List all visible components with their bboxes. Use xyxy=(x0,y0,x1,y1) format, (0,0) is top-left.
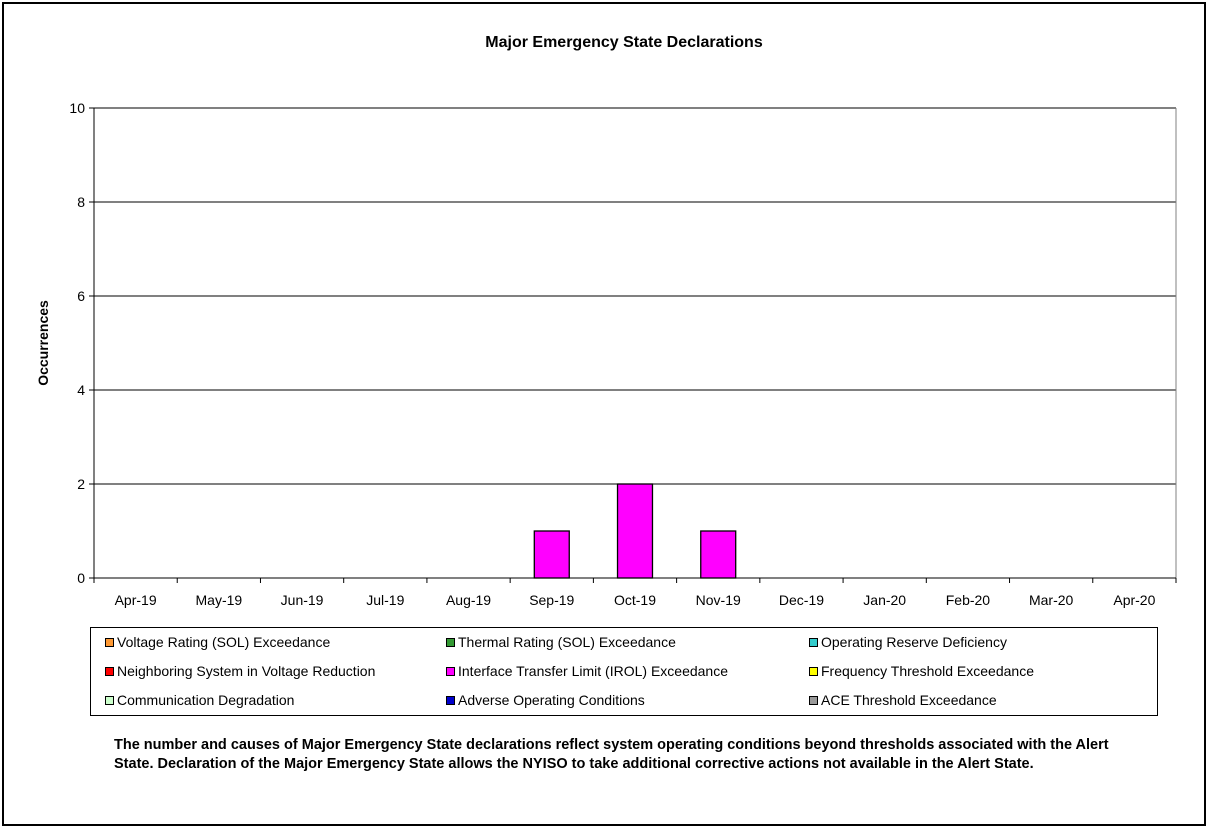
legend-item: ACE Threshold Exceedance xyxy=(809,692,997,708)
legend-item: Interface Transfer Limit (IROL) Exceedan… xyxy=(446,663,728,679)
x-tick-label: Feb-20 xyxy=(946,592,991,608)
legend-item: Operating Reserve Deficiency xyxy=(809,634,1007,650)
chart-title: Major Emergency State Declarations xyxy=(485,34,763,51)
legend-swatch xyxy=(105,695,114,705)
legend-label: Interface Transfer Limit (IROL) Exceedan… xyxy=(458,663,728,679)
legend-item: Frequency Threshold Exceedance xyxy=(809,663,1034,679)
legend-item: Voltage Rating (SOL) Exceedance xyxy=(105,634,330,650)
y-tick-label: 10 xyxy=(69,100,85,116)
legend-swatch xyxy=(809,695,818,705)
legend-item: Communication Degradation xyxy=(105,692,294,708)
tick-labels: 0 2 4 6 8 10 Apr-19 May-19 Jun-19 Jul-19 Aug-19 Sep… xyxy=(69,100,1155,608)
x-tick-label: Oct-19 xyxy=(614,592,656,608)
bar xyxy=(700,530,737,579)
legend-label: Neighboring System in Voltage Reduction xyxy=(117,663,376,679)
chart-caption: The number and causes of Major Emergency… xyxy=(114,737,1109,772)
bar xyxy=(533,530,570,579)
x-tick-label: Mar-20 xyxy=(1029,592,1074,608)
legend-label: Voltage Rating (SOL) Exceedance xyxy=(117,634,331,650)
legend-label: Adverse Operating Conditions xyxy=(458,692,645,708)
y-tick-label: 6 xyxy=(77,288,85,304)
legend-label: Thermal Rating (SOL) Exceedance xyxy=(458,634,676,650)
axes xyxy=(89,107,1177,583)
legend-swatch xyxy=(809,637,818,647)
legend-swatch xyxy=(105,637,114,647)
legend-label: ACE Threshold Exceedance xyxy=(821,692,997,708)
x-tick-label: Apr-20 xyxy=(1113,592,1155,608)
y-tick-label: 0 xyxy=(77,570,85,586)
x-tick-label: Dec-19 xyxy=(779,592,824,608)
x-tick-label: Jan-20 xyxy=(863,592,906,608)
x-tick-label: Sep-19 xyxy=(529,592,574,608)
legend-label: Frequency Threshold Exceedance xyxy=(821,663,1034,679)
legend-item: Neighboring System in Voltage Reduction xyxy=(105,663,375,679)
y-axis-label: Occurrences xyxy=(35,300,51,386)
x-tick-label: Apr-19 xyxy=(115,592,157,608)
x-tick-label: Jul-19 xyxy=(366,592,404,608)
bars xyxy=(533,483,737,579)
legend-item: Thermal Rating (SOL) Exceedance xyxy=(446,634,676,650)
legend-swatch xyxy=(446,695,455,705)
bar xyxy=(616,483,654,579)
y-tick-label: 2 xyxy=(77,476,85,492)
y-tick-label: 4 xyxy=(77,382,85,398)
x-tick-label: May-19 xyxy=(196,592,243,608)
legend-swatch xyxy=(446,666,455,676)
x-tick-label: Jun-19 xyxy=(281,592,324,608)
legend-item: Adverse Operating Conditions xyxy=(446,692,645,708)
x-tick-label: Nov-19 xyxy=(696,592,741,608)
legend-label: Communication Degradation xyxy=(117,692,295,708)
legend-swatch xyxy=(446,637,455,647)
gridlines xyxy=(94,107,1176,485)
x-tick-label: Aug-19 xyxy=(446,592,491,608)
legend: Voltage Rating (SOL) Exceedance Thermal R… xyxy=(90,627,1158,716)
legend-swatch xyxy=(809,666,818,676)
legend-label: Operating Reserve Deficiency xyxy=(821,634,1007,650)
y-tick-label: 8 xyxy=(77,194,85,210)
legend-swatch xyxy=(105,666,114,676)
